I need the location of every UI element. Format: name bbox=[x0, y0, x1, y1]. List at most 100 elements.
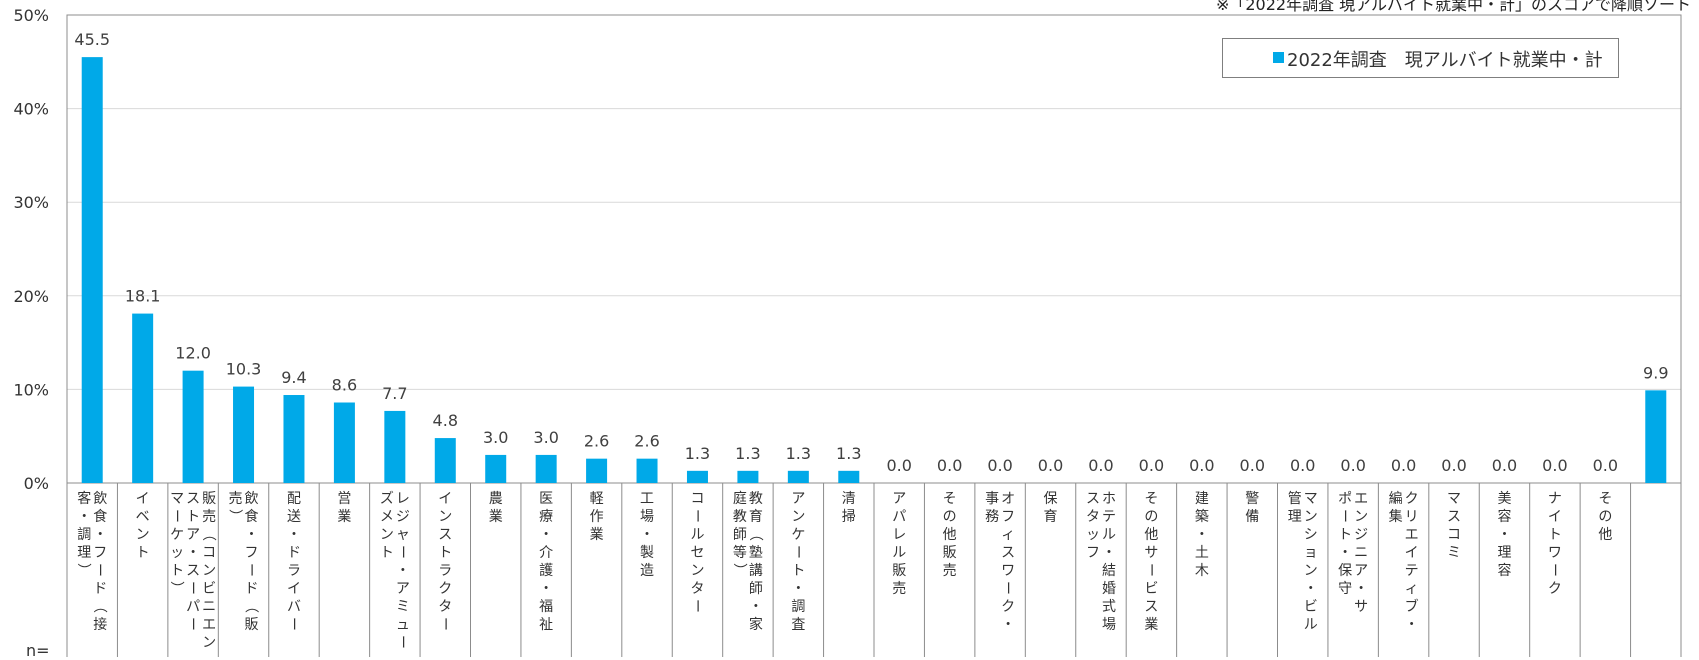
category-label-char: そ bbox=[1144, 491, 1158, 507]
category-label-char: 販 bbox=[943, 545, 957, 561]
category-label-char: コ bbox=[202, 545, 216, 561]
category-label-char: 塾 bbox=[749, 545, 763, 561]
category-label-char: ク bbox=[1001, 599, 1015, 615]
category-label-char: 育 bbox=[749, 509, 763, 525]
category-label-char: 販 bbox=[245, 617, 259, 633]
category-label-char: ア bbox=[791, 491, 805, 507]
data-label: 2.6 bbox=[584, 432, 609, 451]
category-label-char: ス bbox=[186, 563, 200, 579]
category-label-char: 築 bbox=[1195, 509, 1209, 525]
category-label-char: ー bbox=[1546, 563, 1562, 577]
category-label-char: ト bbox=[1338, 527, 1352, 543]
category-label-char: コ bbox=[1447, 527, 1461, 543]
data-label: 8.6 bbox=[332, 376, 357, 395]
category-label-char: ン bbox=[791, 509, 805, 525]
category-label-char: 建 bbox=[1195, 491, 1209, 507]
data-label: 0.0 bbox=[1240, 456, 1265, 475]
category-label-char: イ bbox=[136, 491, 150, 507]
category-label-char: 理 bbox=[1497, 545, 1511, 561]
y-tick-label: 30% bbox=[13, 193, 49, 212]
category-label-char: 福 bbox=[539, 599, 553, 615]
plot-area bbox=[66, 14, 1682, 484]
category-label-char: 療 bbox=[539, 508, 553, 525]
y-tick-label: 0% bbox=[24, 474, 49, 493]
bar bbox=[283, 395, 305, 483]
category-label-char: ） bbox=[75, 563, 91, 577]
data-label: 0.0 bbox=[1593, 456, 1618, 475]
bar bbox=[838, 470, 860, 483]
category-label-char: ト bbox=[170, 563, 184, 579]
category-label-char: 場 bbox=[1102, 617, 1116, 633]
category-label-char: ス bbox=[1144, 599, 1158, 615]
category-label-char: ミ bbox=[1447, 545, 1461, 561]
data-label: 2.6 bbox=[634, 432, 659, 451]
bar bbox=[182, 370, 204, 483]
category-label-char: ミ bbox=[396, 599, 410, 615]
category-label-char: ジ bbox=[1354, 527, 1368, 543]
data-label: 0.0 bbox=[1391, 456, 1416, 475]
category-label-char: ・ bbox=[749, 599, 763, 615]
category-label-char: ッ bbox=[170, 545, 184, 561]
category-label-char: ョ bbox=[1304, 545, 1318, 561]
data-label: 9.4 bbox=[281, 368, 306, 387]
data-label: 0.0 bbox=[886, 456, 911, 475]
category-label-char: 客 bbox=[77, 490, 91, 507]
y-tick-label: 40% bbox=[13, 100, 49, 119]
category-label-char: ワ bbox=[1001, 563, 1015, 579]
category-label-char: の bbox=[1598, 509, 1612, 525]
category-label-char: 販 bbox=[202, 491, 216, 507]
category-label-char: （ bbox=[243, 599, 259, 613]
category-label-char: ー bbox=[168, 509, 184, 523]
category-label-char: ・ bbox=[539, 581, 553, 597]
category-label-char: セ bbox=[690, 545, 704, 561]
category-label-char: 婚 bbox=[1102, 581, 1116, 597]
data-label: 12.0 bbox=[175, 344, 211, 363]
category-label-char: ニ bbox=[202, 599, 216, 615]
category-label-char: ー bbox=[999, 581, 1015, 595]
category-label-char: 食 bbox=[245, 508, 259, 525]
category-label-char: サ bbox=[1144, 545, 1158, 561]
category-label-char: 講 bbox=[749, 563, 763, 579]
category-label-char: ケ bbox=[170, 527, 184, 543]
data-label: 0.0 bbox=[987, 456, 1012, 475]
category-label-char: ン bbox=[690, 563, 704, 579]
category-label-char: ・ bbox=[1195, 527, 1209, 543]
category-label-char: フ bbox=[93, 545, 107, 561]
category-label-char: ン bbox=[202, 563, 216, 579]
category-label-char: ー bbox=[789, 545, 805, 559]
category-label-char: ト bbox=[1548, 527, 1562, 543]
category-label-char: 場 bbox=[640, 509, 654, 525]
bar bbox=[787, 470, 809, 483]
category-label-char: ケ bbox=[791, 527, 805, 543]
category-label-char: ベ bbox=[136, 509, 150, 525]
category-label-char: ー bbox=[1142, 563, 1158, 577]
category-label-char: 売 bbox=[229, 491, 243, 507]
category-label-char: ・ bbox=[1405, 617, 1419, 633]
category-label-char: マ bbox=[1304, 491, 1318, 507]
category-label-char: 業 bbox=[1144, 617, 1158, 633]
category-label-char: ・ bbox=[1102, 545, 1116, 561]
category-label-char: マ bbox=[170, 491, 184, 507]
data-label: 0.0 bbox=[1441, 456, 1466, 475]
category-label-char: ブ bbox=[1405, 598, 1419, 615]
category-label-char: ・ bbox=[1304, 581, 1318, 597]
legend: 2022年調査 現アルバイト就業中・計 bbox=[1222, 38, 1619, 78]
category-label-char: ド bbox=[287, 545, 301, 561]
category-label-char: ア bbox=[892, 491, 906, 507]
category-label-char: 他 bbox=[1144, 527, 1158, 543]
y-tick-label: 50% bbox=[13, 6, 49, 25]
category-label-char: 清 bbox=[842, 491, 856, 507]
category-label-char: 造 bbox=[640, 563, 654, 579]
category-label-char: 師 bbox=[749, 581, 763, 597]
category-label-char: 式 bbox=[1102, 599, 1116, 615]
data-label: 1.3 bbox=[836, 444, 861, 463]
category-label-char: 管 bbox=[1288, 491, 1302, 507]
category-label-char: の bbox=[1144, 509, 1158, 525]
category-label-char: ド bbox=[93, 581, 107, 597]
category-label-char: エ bbox=[1405, 527, 1419, 543]
y-tick-label: 10% bbox=[13, 380, 49, 399]
category-label-char: ー bbox=[394, 635, 410, 649]
bar bbox=[333, 402, 355, 483]
bar bbox=[434, 438, 456, 483]
category-label-char: エ bbox=[1354, 491, 1368, 507]
